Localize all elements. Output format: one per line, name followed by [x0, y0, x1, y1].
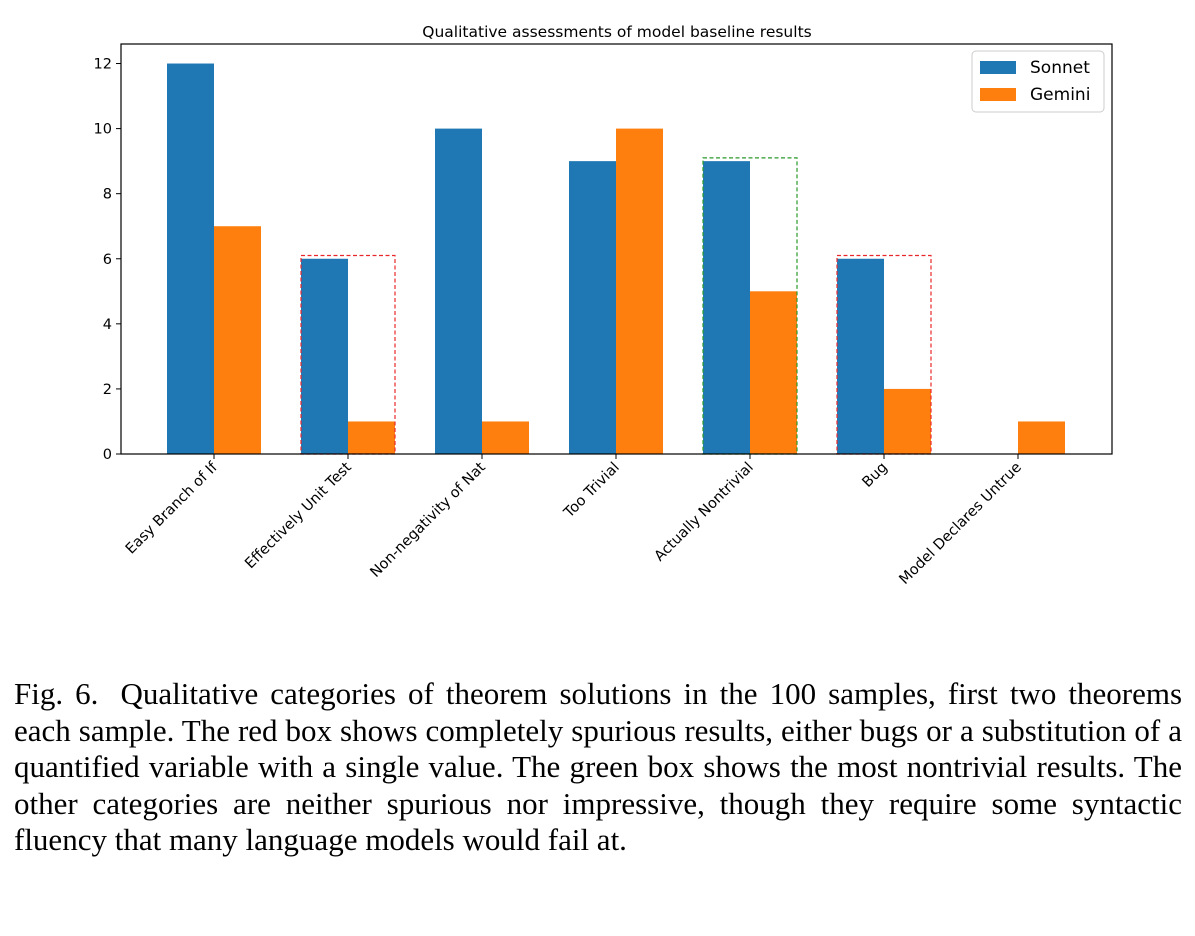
bar-gemini-model-declares-untrue: [1018, 421, 1065, 454]
y-tick-label-12: 12: [94, 57, 112, 73]
bar-chart: Qualitative assessments of model baselin…: [94, 23, 1113, 588]
bar-gemini-actually-nontrivial: [750, 291, 797, 454]
x-tick-label-easy-branch-of-if: Easy Branch of If: [123, 459, 222, 558]
bar-sonnet-non-negativity-of-nat: [435, 128, 482, 454]
bar-sonnet-too-trivial: [569, 161, 616, 454]
legend-swatch-sonnet: [980, 61, 1016, 74]
x-tick-label-non-negativity-of-nat: Non-negativity of Nat: [368, 459, 490, 581]
y-tick-label-8: 8: [103, 187, 112, 203]
legend-label-sonnet: Sonnet: [1030, 58, 1090, 78]
figure-caption: Fig. 6. Qualitative categories of theore…: [14, 676, 1182, 859]
bar-gemini-easy-branch-of-if: [214, 226, 261, 454]
legend-label-gemini: Gemini: [1030, 85, 1090, 105]
bar-sonnet-bug: [837, 258, 884, 454]
legend: Sonnet Gemini: [971, 50, 1105, 113]
bar-sonnet-effectively-unit-test: [301, 258, 348, 454]
bar-gemini-bug: [884, 388, 931, 454]
x-tick-label-effectively-unit-test: Effectively Unit Test: [242, 459, 355, 572]
x-tick-label-bug: Bug: [859, 460, 890, 491]
bar-gemini-non-negativity-of-nat: [482, 421, 529, 454]
bar-sonnet-actually-nontrivial: [703, 161, 750, 454]
y-tick-label-6: 6: [103, 252, 112, 268]
chart-title: Qualitative assessments of model baselin…: [422, 23, 811, 41]
bar-gemini-too-trivial: [616, 128, 663, 454]
y-tick-label-0: 0: [103, 447, 112, 463]
x-tick-label-model-declares-untrue: Model Declares Untrue: [897, 459, 1025, 587]
plot-area: Easy Branch of If Effectively Unit Test No…: [94, 57, 1065, 588]
y-tick-label-2: 2: [103, 382, 112, 398]
legend-swatch-gemini: [980, 88, 1016, 101]
caption-text: Qualitative categories of theorem soluti…: [14, 676, 1183, 857]
figure-label: Fig. 6.: [14, 676, 99, 711]
y-tick-label-10: 10: [94, 122, 112, 138]
x-tick-label-too-trivial: Too Trivial: [561, 460, 623, 522]
bar-sonnet-easy-branch-of-if: [167, 63, 214, 455]
x-tick-label-actually-nontrivial: Actually Nontrivial: [652, 460, 757, 565]
y-tick-label-4: 4: [103, 317, 112, 333]
bar-gemini-effectively-unit-test: [348, 421, 395, 454]
axes-frame: [120, 43, 1113, 455]
